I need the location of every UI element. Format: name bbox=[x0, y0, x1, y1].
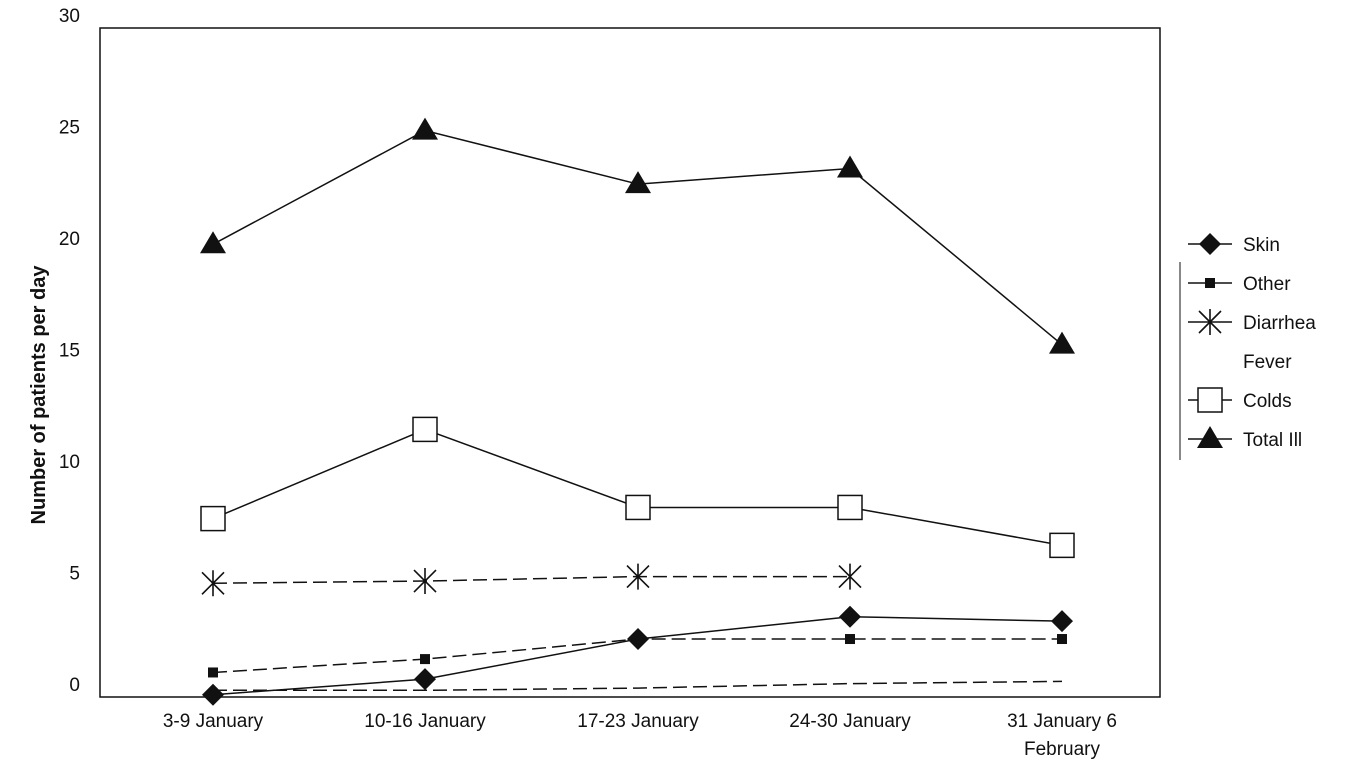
data-point-total-ill bbox=[625, 171, 651, 194]
data-point-other bbox=[208, 667, 218, 678]
data-point-other bbox=[633, 634, 643, 645]
data-point-diarrhea bbox=[626, 563, 650, 590]
data-point-total-ill bbox=[200, 231, 226, 254]
data-point-other bbox=[420, 654, 430, 665]
legend-item-fever: Fever bbox=[1243, 352, 1292, 373]
series-line-total-ill bbox=[212, 129, 1063, 346]
data-point-skin bbox=[1051, 610, 1073, 633]
x-tick-label: 31 January 6 bbox=[1007, 711, 1117, 732]
data-point-colds bbox=[1049, 532, 1075, 559]
data-point-colds bbox=[412, 416, 438, 443]
x-tick-label: February bbox=[1024, 739, 1101, 760]
series-line-diarrhea bbox=[212, 575, 850, 585]
data-point-other bbox=[845, 634, 855, 645]
series-other bbox=[208, 634, 1067, 678]
legend-marker-total-ill bbox=[1197, 426, 1223, 448]
legend-label-diarrhea: Diarrhea bbox=[1243, 313, 1316, 334]
legend-item-diarrhea: Diarrhea bbox=[1188, 309, 1316, 335]
y-tick-label: 25 bbox=[59, 118, 80, 139]
series-colds bbox=[200, 416, 1075, 559]
data-point-skin bbox=[839, 605, 861, 628]
series-fever bbox=[213, 680, 1063, 692]
series-skin bbox=[202, 605, 1073, 706]
data-point-diarrhea bbox=[413, 568, 437, 595]
data-point-colds bbox=[625, 494, 651, 521]
legend-label-fever: Fever bbox=[1243, 352, 1292, 373]
y-axis: 0 5 10 15 20 25 30 bbox=[59, 6, 80, 696]
y-tick-label: 5 bbox=[69, 564, 80, 585]
data-point-total-ill bbox=[412, 117, 438, 140]
legend-marker-diarrhea bbox=[1198, 309, 1222, 335]
series-line-fever bbox=[213, 680, 1063, 692]
series-line-colds bbox=[212, 428, 1063, 547]
data-point-total-ill bbox=[837, 155, 863, 178]
legend-label-other: Other bbox=[1243, 274, 1291, 295]
data-point-colds bbox=[837, 494, 863, 521]
plot-frame bbox=[99, 27, 1161, 698]
legend-label-total-ill: Total Ill bbox=[1243, 430, 1302, 451]
data-point-skin bbox=[414, 668, 436, 691]
legend-item-total-ill: Total Ill bbox=[1188, 426, 1302, 451]
x-tick-label: 3-9 January bbox=[163, 711, 264, 732]
x-tick-label: 17-23 January bbox=[577, 711, 699, 732]
y-tick-label: 0 bbox=[69, 675, 80, 696]
legend-label-skin: Skin bbox=[1243, 235, 1280, 256]
y-tick-label: 30 bbox=[59, 6, 80, 27]
x-axis: 3-9 January 10-16 January 17-23 January 24-… bbox=[163, 711, 1117, 760]
data-point-total-ill bbox=[1049, 331, 1075, 354]
x-tick-label: 24-30 January bbox=[789, 711, 911, 732]
legend-item-other: Other bbox=[1188, 274, 1291, 295]
y-axis-title: Number of patients per day bbox=[28, 265, 50, 525]
legend-label-colds: Colds bbox=[1243, 391, 1292, 412]
series-total-ill bbox=[200, 117, 1075, 354]
data-point-skin bbox=[202, 683, 224, 706]
data-point-diarrhea bbox=[201, 570, 225, 597]
legend-marker-colds bbox=[1197, 387, 1223, 413]
legend-item-colds: Colds bbox=[1188, 387, 1292, 413]
y-tick-label: 20 bbox=[59, 229, 80, 250]
y-tick-label: 10 bbox=[59, 452, 80, 473]
series-diarrhea bbox=[201, 563, 862, 597]
plot-border bbox=[99, 27, 1161, 698]
legend-marker-other bbox=[1205, 278, 1215, 288]
data-point-other bbox=[1057, 634, 1067, 645]
data-point-colds bbox=[200, 505, 226, 532]
legend-item-skin: Skin bbox=[1188, 233, 1280, 256]
x-tick-label: 10-16 January bbox=[364, 711, 486, 732]
legend: Skin Other Diarrhea Fever Colds Total Ill bbox=[1179, 233, 1316, 460]
series-group bbox=[200, 117, 1075, 706]
legend-marker-skin bbox=[1199, 233, 1221, 255]
y-tick-label: 15 bbox=[59, 341, 80, 362]
data-point-diarrhea bbox=[838, 563, 862, 590]
